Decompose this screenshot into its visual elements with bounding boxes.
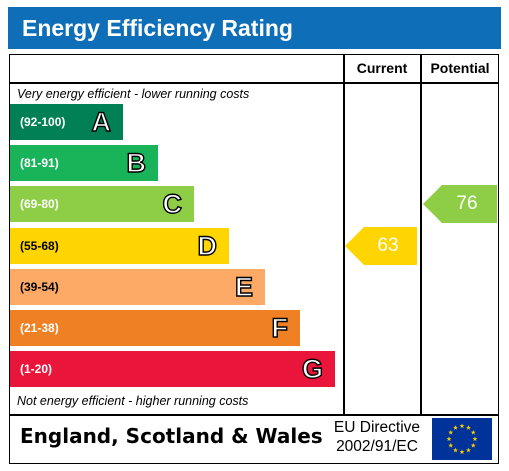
footer	[9, 414, 499, 464]
band-range-label: (55-68)	[20, 238, 59, 253]
current-rating-arrow: 63	[345, 226, 417, 265]
band-letter: C	[162, 189, 183, 220]
current-column-divider	[343, 54, 345, 416]
band-range-label: (39-54)	[20, 279, 59, 294]
potential-rating-value: 76	[456, 193, 478, 215]
band-letter: G	[301, 353, 323, 385]
band-a: (92-100) A	[10, 104, 123, 140]
chart-frame	[9, 54, 499, 416]
eu-directive: EU Directive 2002/91/EC	[328, 418, 426, 456]
band-f: (21-38) F	[10, 310, 300, 346]
band-g: (1-20) G	[10, 351, 335, 388]
band-range-label: (69-80)	[20, 197, 59, 212]
directive-line-2: 2002/91/EC	[336, 438, 418, 455]
band-e: (39-54) E	[10, 268, 265, 305]
header-divider	[9, 82, 499, 84]
potential-column-header: Potential	[430, 60, 490, 76]
directive-line-1: EU Directive	[333, 419, 421, 436]
current-column-header: Current	[356, 60, 408, 76]
band-range-label: (1-20)	[20, 362, 53, 377]
country-label: England, Scotland & Wales	[20, 424, 323, 448]
bottom-note: Not energy efficient - higher running co…	[17, 394, 249, 408]
potential-column-divider	[420, 54, 422, 416]
band-b: (81-91) B	[10, 145, 158, 182]
band-letter: A	[91, 106, 112, 137]
current-rating-value: 63	[377, 234, 399, 256]
potential-rating-arrow: 76	[423, 185, 497, 224]
band-letter: D	[197, 230, 218, 261]
chart-title: Energy Efficiency Rating	[8, 7, 501, 49]
band-letter: E	[234, 271, 253, 302]
band-range-label: (21-38)	[20, 321, 59, 335]
band-range-label: (81-91)	[20, 156, 59, 171]
band-c: (69-80) C	[10, 186, 194, 223]
band-d: (55-68) D	[10, 227, 229, 264]
eu-flag-icon	[432, 418, 492, 460]
band-letter: F	[271, 312, 289, 343]
top-note: Very energy efficient - lower running co…	[17, 87, 250, 101]
band-range-label: (92-100)	[20, 115, 66, 129]
band-letter: B	[126, 147, 147, 179]
